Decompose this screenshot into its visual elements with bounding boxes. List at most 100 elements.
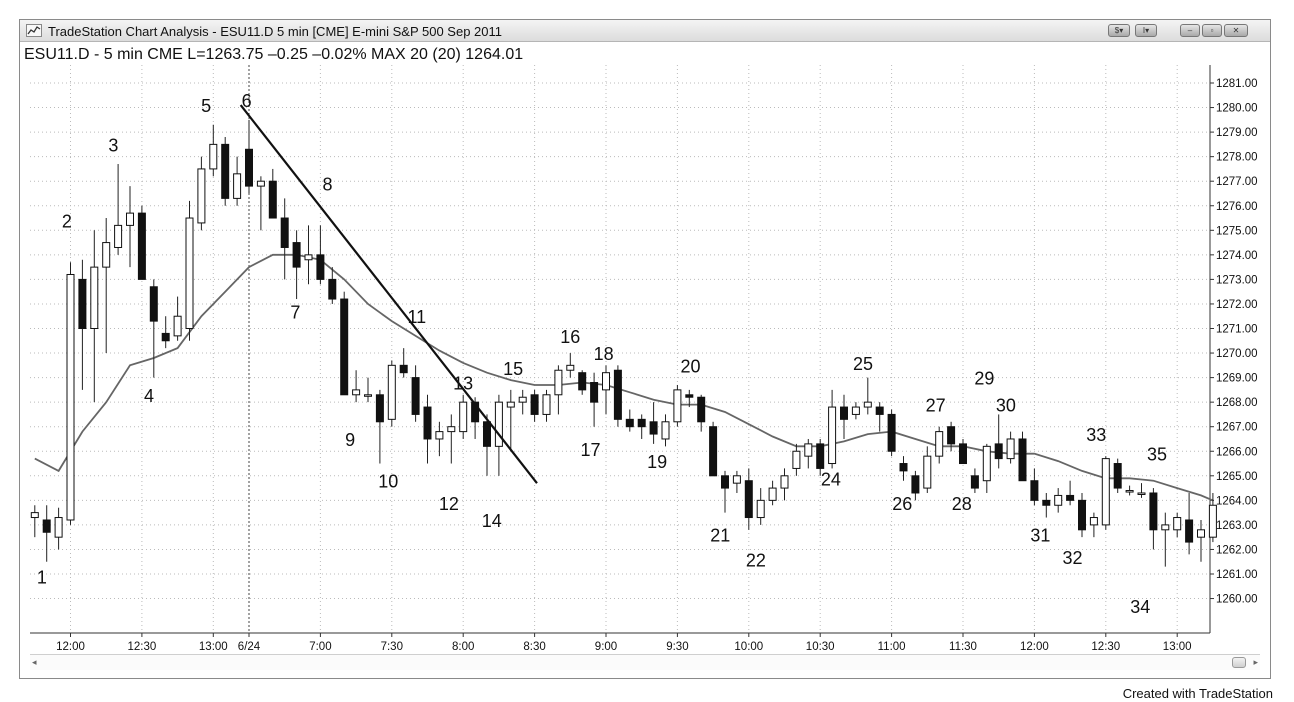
- bar-count-label: 16: [560, 327, 580, 347]
- bar-count-label: 1: [37, 567, 47, 587]
- candle-up: [851, 406, 860, 415]
- candle-up: [1089, 517, 1098, 526]
- title-bar[interactable]: TradeStation Chart Analysis - ESU11.D 5 …: [20, 20, 1270, 42]
- candle-up: [506, 401, 515, 408]
- scroll-thumb[interactable]: [1232, 657, 1246, 668]
- candle-up: [209, 143, 218, 170]
- candle-up: [661, 421, 670, 440]
- bar-count-label: 9: [345, 430, 355, 450]
- close-button[interactable]: ✕: [1224, 24, 1248, 37]
- candle-up: [1101, 458, 1110, 526]
- candle-down: [994, 443, 1003, 460]
- candle-down: [328, 278, 337, 300]
- bar-count-label: 11: [407, 307, 426, 327]
- bar-count-label: 33: [1086, 425, 1106, 445]
- x-tick-label: 13:00: [199, 641, 228, 653]
- y-tick-label: 1264.00: [1216, 495, 1258, 507]
- candle-up: [1006, 438, 1015, 460]
- x-tick-label: 11:30: [949, 641, 977, 653]
- y-tick-label: 1271.00: [1216, 324, 1258, 336]
- y-tick-label: 1272.00: [1216, 299, 1258, 311]
- y-tick-label: 1269.00: [1216, 373, 1258, 385]
- candle-down: [685, 394, 694, 398]
- bar-count-label: 6: [242, 91, 252, 111]
- price-chart[interactable]: 1260.00 1261.00 1262.00 1263.00 1264.00 1265.…: [20, 20, 1270, 654]
- x-tick-label: 9:30: [666, 641, 688, 653]
- candle-down: [697, 396, 706, 423]
- window-title: TradeStation Chart Analysis - ESU11.D 5 …: [48, 24, 503, 39]
- candle-up: [352, 389, 361, 396]
- bar-count-label: 8: [323, 175, 333, 195]
- bar-count-label: 2: [62, 211, 72, 231]
- y-tick-label: 1280.00: [1216, 103, 1258, 115]
- candle-up: [1173, 517, 1182, 531]
- restore-button[interactable]: ▫: [1202, 24, 1222, 37]
- x-tick-label: 10:30: [806, 641, 835, 653]
- moving-average-line: [34, 253, 1214, 502]
- currency-button[interactable]: $▾: [1108, 24, 1130, 37]
- bar-count-label: 29: [974, 369, 994, 389]
- footer-credit: Created with TradeStation: [1122, 686, 1273, 701]
- candle-down: [399, 364, 408, 374]
- bar-count-label: 3: [108, 135, 118, 155]
- bar-count-label: 21: [710, 526, 730, 546]
- candle-up: [459, 401, 468, 433]
- candle-up: [30, 512, 39, 519]
- x-tick-label: 12:30: [128, 641, 157, 653]
- candle-down: [292, 242, 301, 268]
- candle-up: [447, 426, 456, 433]
- x-tick-label: 11:00: [878, 641, 906, 653]
- candle-down: [245, 148, 253, 187]
- y-tick-label: 1267.00: [1216, 422, 1258, 434]
- candle-up: [732, 475, 741, 484]
- x-tick-label: 8:00: [452, 641, 474, 653]
- bar-count-label: 7: [290, 302, 300, 322]
- trendline: [239, 104, 538, 484]
- candle-down: [411, 377, 420, 415]
- x-tick-label: 10:00: [734, 641, 763, 653]
- bar-count-label: 19: [647, 452, 667, 472]
- candle-up: [1137, 492, 1146, 495]
- arrow-left-icon[interactable]: ◂: [32, 657, 37, 667]
- y-tick-label: 1277.00: [1216, 176, 1258, 188]
- y-tick-label: 1262.00: [1216, 544, 1258, 556]
- insert-button[interactable]: I▾: [1135, 24, 1157, 37]
- y-tick-label: 1279.00: [1216, 127, 1258, 139]
- candle-down: [530, 394, 539, 415]
- candle-up: [364, 394, 372, 397]
- candle-down: [721, 475, 729, 489]
- candle-down: [970, 475, 979, 489]
- candle-up: [1161, 524, 1170, 531]
- candle-down: [78, 278, 87, 329]
- x-tick-label: 12:30: [1091, 641, 1120, 653]
- minimize-button[interactable]: –: [1180, 24, 1200, 37]
- candle-down: [625, 418, 634, 428]
- horizontal-scrollbar[interactable]: ◂ ▸: [30, 654, 1260, 670]
- x-tick-label: 6/24: [238, 641, 261, 653]
- candle-up: [90, 266, 99, 329]
- candle-up: [197, 168, 206, 224]
- x-tick-label: 9:00: [595, 641, 617, 653]
- candle-up: [518, 396, 527, 403]
- candle-up: [114, 224, 123, 248]
- x-tick-label: 8:30: [523, 641, 545, 653]
- x-tick-label: 12:00: [1020, 641, 1049, 653]
- candle-up: [1125, 490, 1134, 493]
- candle-up: [1208, 504, 1217, 538]
- y-tick-label: 1275.00: [1216, 225, 1258, 237]
- bar-count-label: 35: [1147, 445, 1167, 465]
- symbol-info-line: ESU11.D - 5 min CME L=1263.75 –0.25 –0.0…: [24, 46, 524, 63]
- bar-count-label: 4: [144, 386, 154, 406]
- candle-up: [863, 401, 872, 408]
- candle-down: [340, 298, 349, 396]
- candle-down: [887, 413, 896, 452]
- candle-down: [1066, 494, 1075, 501]
- candle-down: [649, 421, 658, 435]
- candle-up: [566, 364, 575, 371]
- candle-up: [102, 242, 111, 268]
- arrow-right-icon[interactable]: ▸: [1253, 657, 1258, 667]
- candle-up: [1054, 494, 1063, 506]
- candle-down: [280, 217, 289, 248]
- candle-up: [780, 475, 789, 489]
- candle-down: [899, 463, 908, 472]
